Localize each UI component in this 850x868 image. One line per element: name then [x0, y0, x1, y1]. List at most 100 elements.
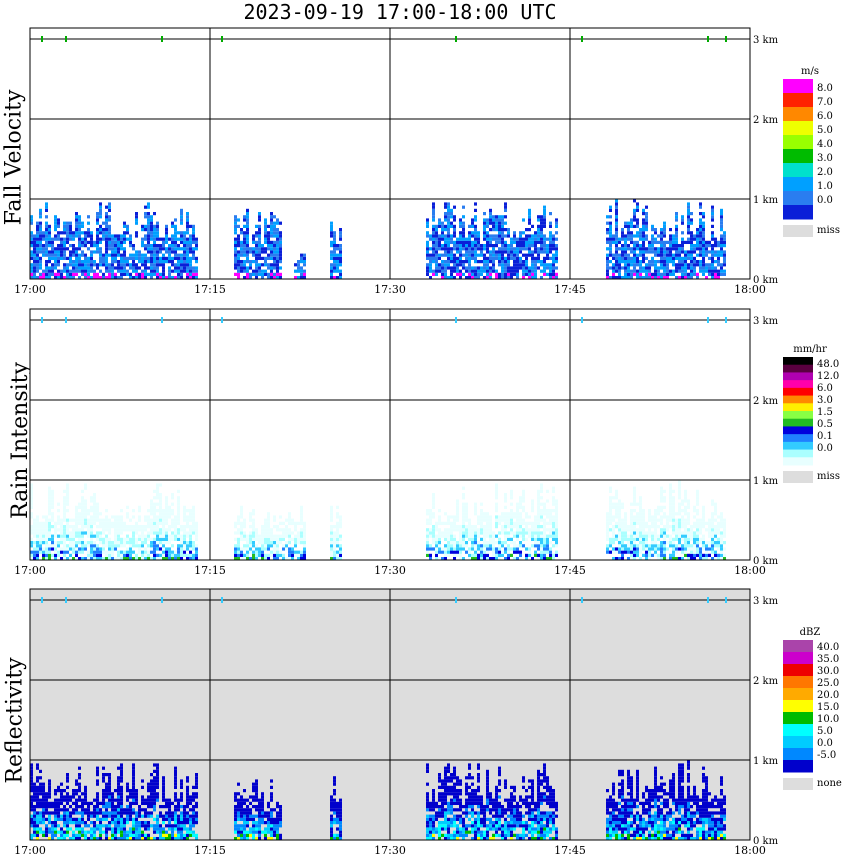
echo-cell: [681, 218, 684, 222]
echo-cell: [159, 528, 162, 532]
echo-cell: [441, 228, 444, 232]
echo-cell: [438, 518, 441, 522]
echo-cell: [177, 518, 180, 522]
echo-cell: [633, 250, 636, 254]
echo-cell: [99, 833, 102, 837]
echo-cell: [63, 798, 66, 802]
echo-cell: [468, 531, 471, 535]
echo-cell: [114, 240, 117, 244]
echo-cell: [102, 550, 105, 554]
echo-cell: [60, 528, 63, 532]
echo-cell: [720, 215, 723, 219]
echo-cell: [666, 276, 669, 280]
echo-cell: [93, 811, 96, 815]
echo-cell: [30, 798, 33, 802]
echo-cell: [156, 515, 159, 519]
echo-cell: [531, 525, 534, 529]
echo-cell: [195, 237, 198, 241]
echo-cell: [96, 512, 99, 516]
echo-cell: [174, 250, 177, 254]
echo-cell: [36, 805, 39, 809]
colorbar-swatch: [783, 395, 813, 404]
echo-cell: [186, 531, 189, 535]
echo-cell: [300, 266, 303, 270]
echo-cell: [57, 502, 60, 506]
echo-cell: [186, 218, 189, 222]
echo-cell: [33, 240, 36, 244]
echo-cell: [78, 231, 81, 235]
echo-cell: [504, 512, 507, 516]
echo-cell: [462, 221, 465, 225]
echo-cell: [459, 253, 462, 257]
echo-cell: [537, 525, 540, 529]
echo-cell: [684, 250, 687, 254]
echo-cell: [459, 528, 462, 532]
echo-cell: [636, 240, 639, 244]
echo-cell: [516, 276, 519, 280]
echo-cell: [54, 547, 57, 551]
echo-cell: [717, 240, 720, 244]
echo-cell: [723, 541, 726, 545]
echo-cell: [663, 266, 666, 270]
echo-cell: [123, 224, 126, 228]
echo-cell: [696, 525, 699, 529]
echo-cell: [159, 272, 162, 276]
echo-cell: [30, 266, 33, 270]
echo-cell: [432, 260, 435, 264]
echo-cell: [624, 515, 627, 519]
echo-cell: [618, 266, 621, 270]
echo-cell: [42, 550, 45, 554]
echo-cell: [648, 515, 651, 519]
echo-cell: [66, 525, 69, 529]
echo-cell: [615, 493, 618, 497]
echo-cell: [81, 518, 84, 522]
echo-cell: [498, 247, 501, 251]
echo-cell: [552, 537, 555, 541]
echo-cell: [51, 502, 54, 506]
echo-cell: [711, 256, 714, 260]
echo-cell: [72, 821, 75, 825]
echo-cell: [708, 541, 711, 545]
echo-cell: [492, 224, 495, 228]
echo-cell: [30, 537, 33, 541]
echo-cell: [510, 531, 513, 535]
echo-cell: [444, 531, 447, 535]
echo-cell: [630, 263, 633, 267]
echo-cell: [516, 528, 519, 532]
echo-cell: [651, 240, 654, 244]
echo-cell: [459, 247, 462, 251]
echo-cell: [645, 234, 648, 238]
echo-cell: [297, 269, 300, 273]
echo-cell: [30, 269, 33, 273]
echo-cell: [336, 266, 339, 270]
echo-cell: [168, 269, 171, 273]
echo-cell: [555, 544, 558, 548]
echo-cell: [663, 541, 666, 545]
echo-cell: [618, 253, 621, 257]
echo-cell: [513, 247, 516, 251]
echo-cell: [447, 544, 450, 548]
echo-cell: [663, 276, 666, 280]
echo-cell: [552, 534, 555, 538]
echo-cell: [75, 231, 78, 235]
echo-cell: [261, 547, 264, 551]
echo-cell: [552, 525, 555, 529]
echo-cell: [33, 256, 36, 260]
echo-cell: [30, 801, 33, 805]
echo-cell: [474, 231, 477, 235]
echo-cell: [438, 237, 441, 241]
echo-cell: [651, 224, 654, 228]
echo-cell: [165, 228, 168, 232]
echo-cell: [264, 553, 267, 557]
echo-cell: [627, 244, 630, 248]
echo-cell: [87, 544, 90, 548]
echo-cell: [84, 541, 87, 545]
echo-cell: [243, 237, 246, 241]
echo-cell: [267, 247, 270, 251]
echo-cell: [483, 212, 486, 216]
echo-cell: [519, 544, 522, 548]
echo-cell: [714, 505, 717, 509]
echo-cell: [651, 537, 654, 541]
echo-cell: [90, 244, 93, 248]
echo-cell: [297, 531, 300, 535]
